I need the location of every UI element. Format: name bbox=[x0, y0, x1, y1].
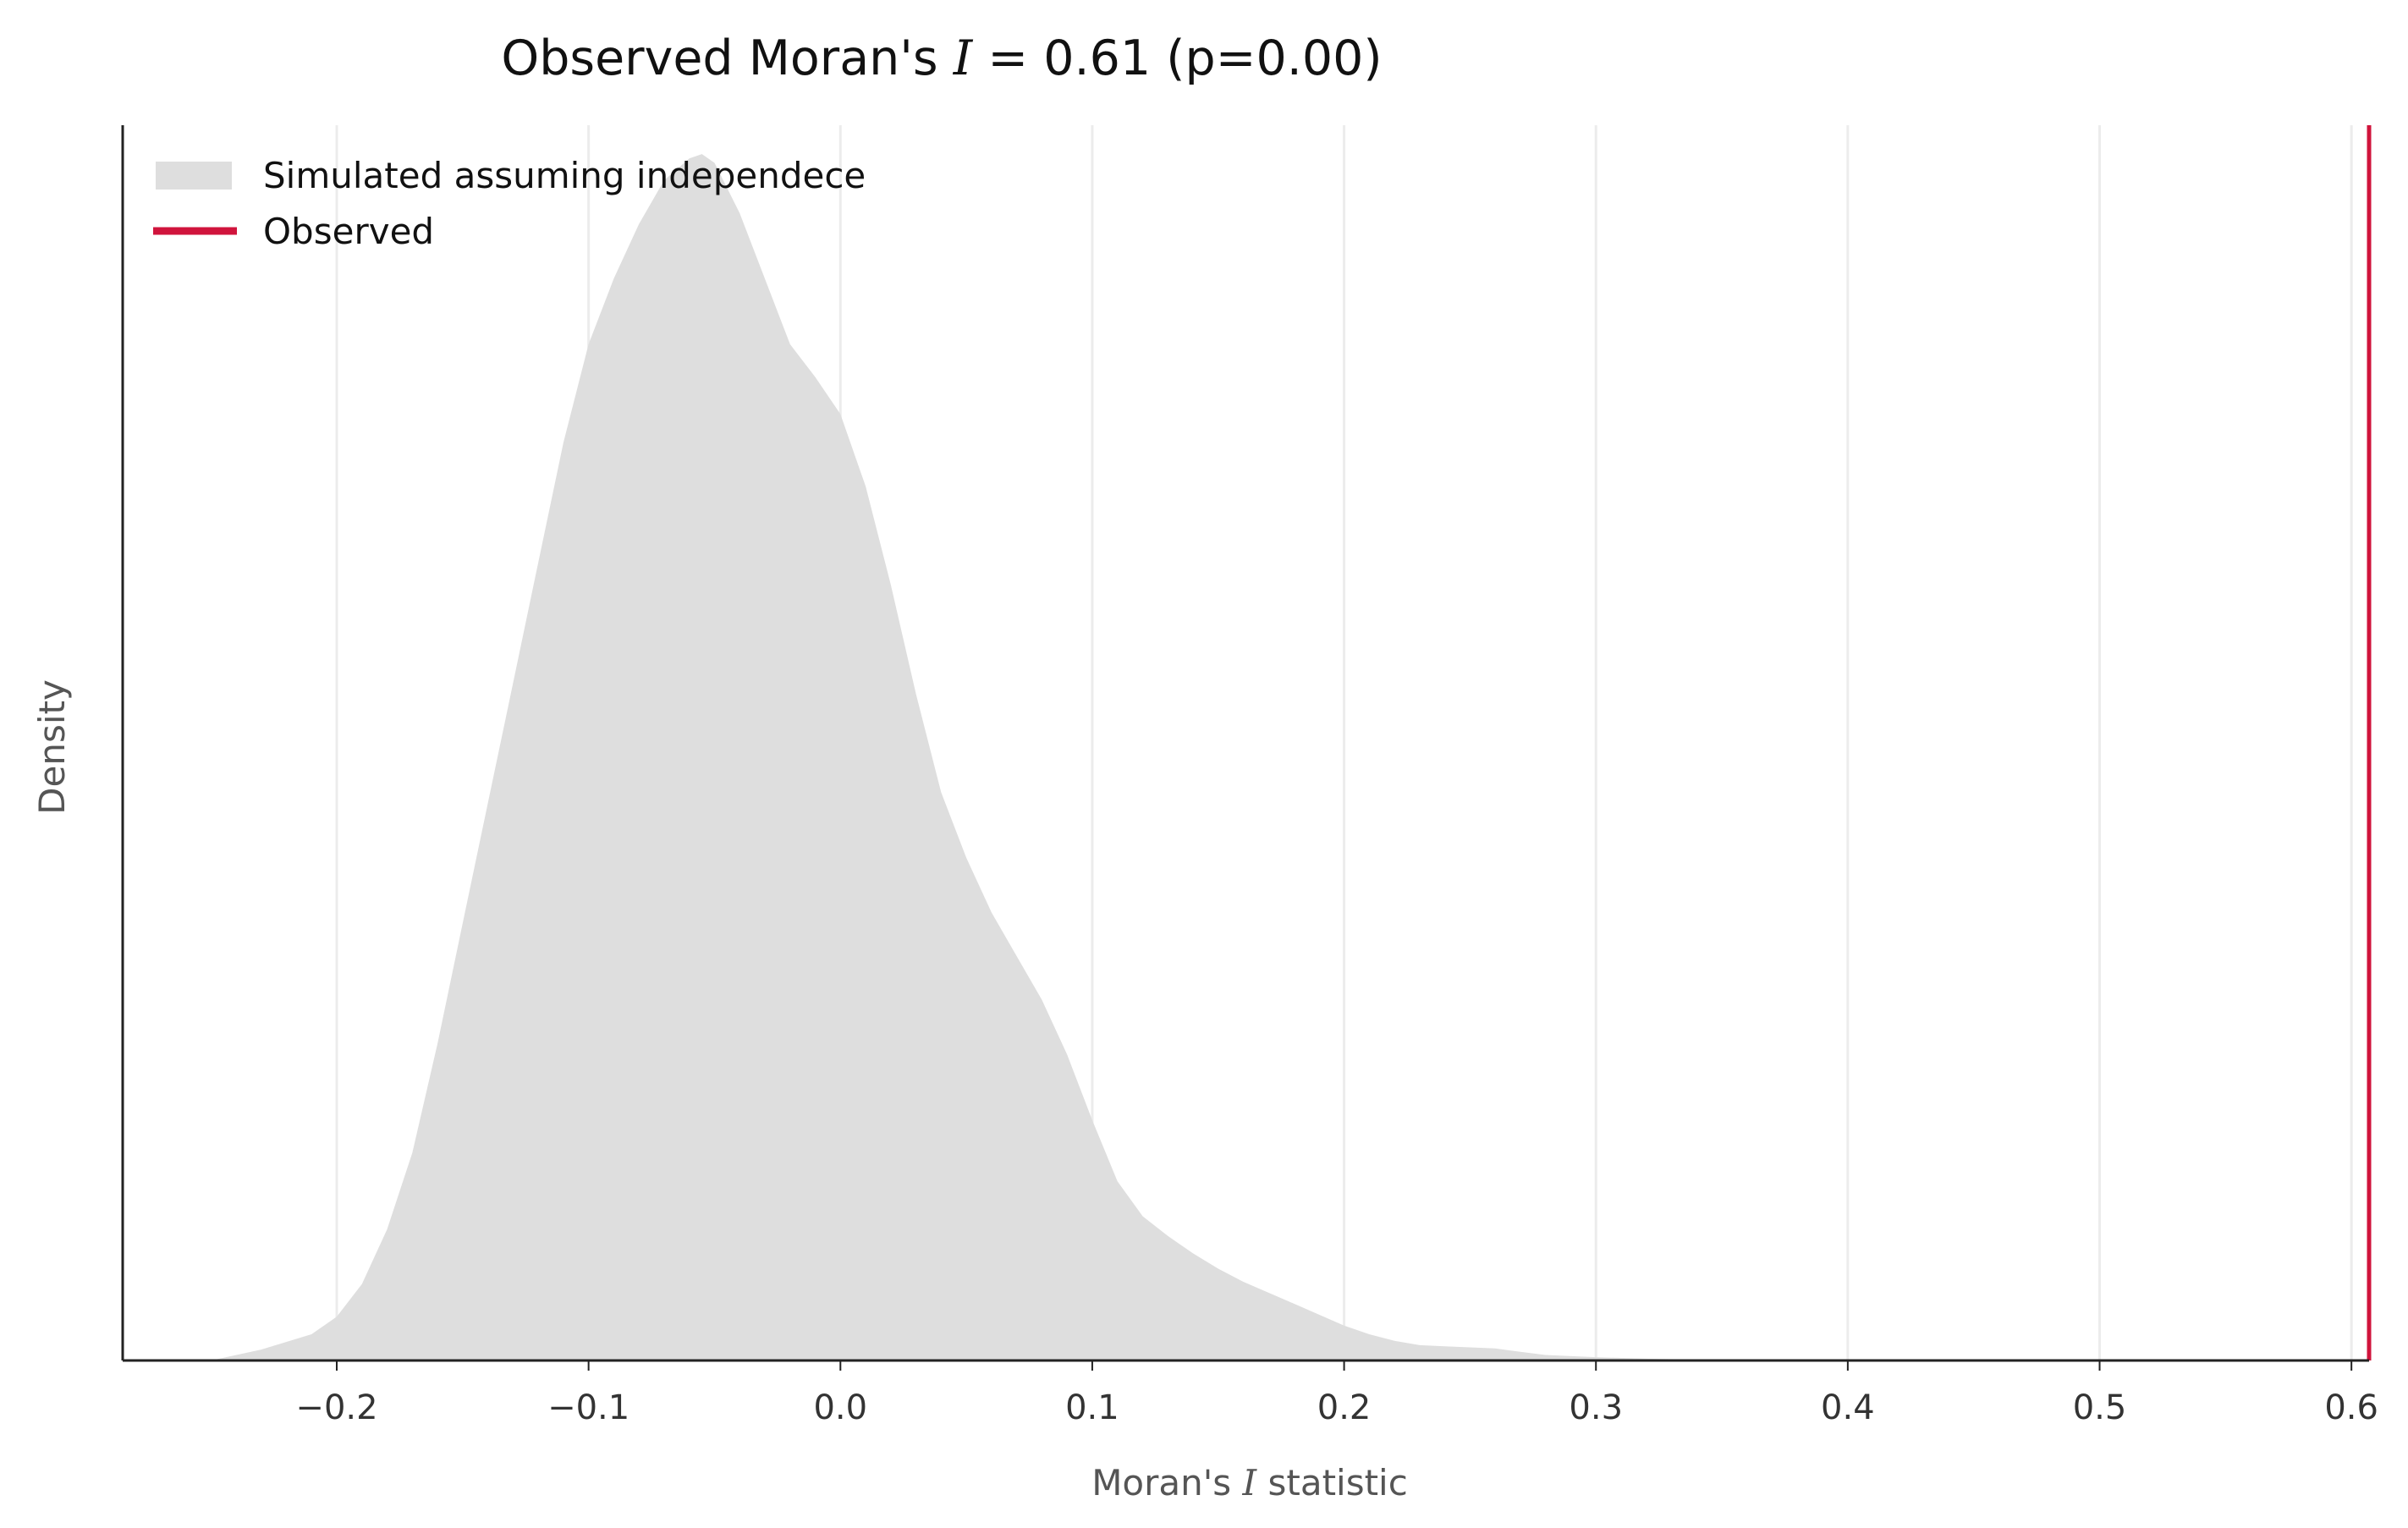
x-tick-label: 0.2 bbox=[1317, 1388, 1372, 1427]
x-axis-label-symbol: I bbox=[1242, 1462, 1258, 1503]
chart-title-suffix: = 0.61 (p=0.00) bbox=[972, 30, 1382, 86]
x-tick-label: 0.0 bbox=[813, 1388, 867, 1427]
density-area bbox=[211, 154, 1747, 1361]
x-axis-label-suffix: statistic bbox=[1256, 1462, 1408, 1503]
chart-title: Observed Moran's I = 0.61 (p=0.00) bbox=[501, 30, 1382, 86]
x-ticks: −0.2 −0.1 0.0 0.1 0.2 0.3 0.4 0.5 0.6 bbox=[295, 1360, 2378, 1427]
legend: Simulated assuming independece Observed bbox=[153, 155, 866, 252]
legend-label-simulated: Simulated assuming independece bbox=[263, 155, 866, 196]
chart-title-symbol: I bbox=[953, 30, 974, 86]
grid-lines bbox=[335, 125, 2353, 1360]
x-tick-label: 0.3 bbox=[1569, 1388, 1623, 1427]
chart-title-prefix: Observed Moran's bbox=[501, 30, 953, 86]
x-tick-label: −0.1 bbox=[547, 1388, 629, 1427]
x-tick-label: 0.6 bbox=[2324, 1388, 2378, 1427]
x-axis-label-prefix: Moran's bbox=[1091, 1462, 1242, 1503]
y-axis-label: Density bbox=[31, 679, 73, 815]
x-tick-label: 0.1 bbox=[1065, 1388, 1119, 1427]
legend-label-observed: Observed bbox=[263, 211, 434, 252]
x-tick-label: 0.5 bbox=[2073, 1388, 2127, 1427]
x-axis-label: Moran's I statistic bbox=[1091, 1462, 1408, 1503]
x-tick-label: 0.4 bbox=[1821, 1388, 1875, 1427]
legend-swatch-simulated bbox=[156, 162, 232, 190]
x-tick-label: −0.2 bbox=[295, 1388, 377, 1427]
